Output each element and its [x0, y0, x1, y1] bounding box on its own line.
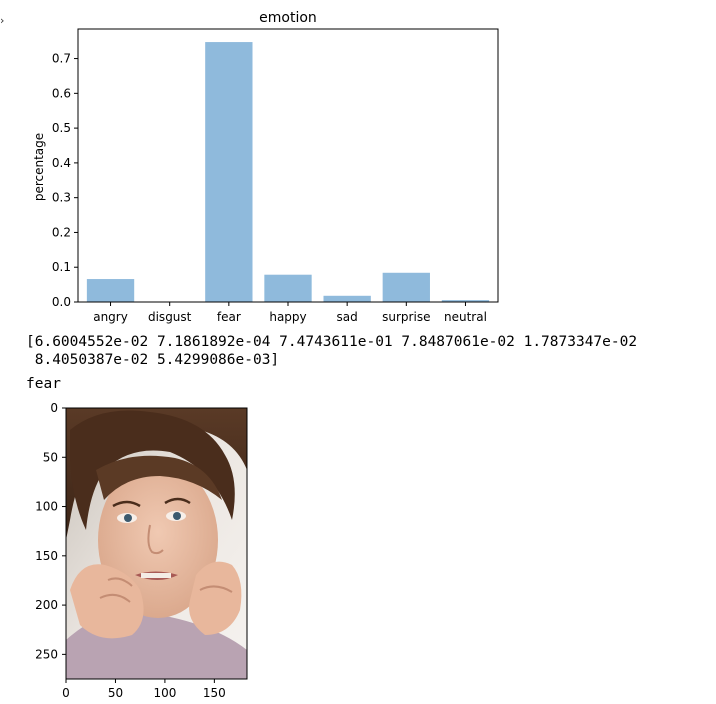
bar-angry	[86, 279, 135, 302]
bar-surprise	[382, 272, 430, 302]
y-tick-label: 0.1	[52, 260, 71, 274]
image-y-tick-label: 200	[35, 598, 58, 612]
x-tick-label-neutral: neutral	[444, 310, 487, 324]
bar-fear	[205, 42, 253, 302]
image-x-tick-label: 150	[203, 686, 226, 700]
output-prompt-marker: ›	[0, 14, 5, 27]
probabilities-array-line-1: [6.6004552e-02 7.1861892e-04 7.4743611e-…	[26, 334, 638, 350]
emotion-bar-chart: emotion percentage angry disgust fear happy…	[32, 10, 499, 324]
chart-title: emotion	[259, 10, 317, 26]
image-x-tick-label: 50	[108, 686, 123, 700]
woman-photo	[66, 408, 247, 679]
y-axis-label: percentage	[32, 133, 46, 201]
image-y-tick-label: 50	[43, 450, 58, 464]
image-y-tick-label: 100	[35, 500, 58, 514]
y-tick-label: 0.0	[52, 295, 71, 309]
image-x-tick-label: 100	[153, 686, 176, 700]
predicted-emotion-label: fear	[26, 376, 61, 392]
image-y-tick-label: 0	[50, 401, 58, 415]
probabilities-array-line-2: 8.4050387e-02 5.4299086e-03]	[26, 352, 280, 368]
x-tick-label-happy: happy	[269, 310, 306, 324]
x-tick-label-disgust: disgust	[148, 310, 192, 324]
bar-neutral	[441, 300, 490, 302]
y-tick-label: 0.7	[52, 52, 71, 66]
x-tick-label-fear: fear	[217, 310, 241, 324]
face-image-plot: 0 50 100 150 0 50 100 150 200 250	[35, 401, 248, 700]
bar-sad	[323, 295, 371, 302]
x-tick-label-sad: sad	[337, 310, 358, 324]
y-tick-label: 0.6	[52, 86, 71, 100]
image-y-tick-label: 250	[35, 647, 58, 661]
plot-frame	[77, 28, 499, 303]
y-tick-label: 0.4	[52, 156, 71, 170]
image-x-tick-label: 0	[62, 686, 70, 700]
x-tick-label-angry: angry	[93, 310, 128, 324]
image-y-tick-label: 150	[35, 549, 58, 563]
image-frame	[65, 407, 248, 680]
y-tick-label: 0.3	[52, 191, 71, 205]
y-tick-label: 0.5	[52, 121, 71, 135]
x-tick-label-surprise: surprise	[382, 310, 430, 324]
bar-happy	[264, 274, 312, 302]
y-tick-label: 0.2	[52, 225, 71, 239]
